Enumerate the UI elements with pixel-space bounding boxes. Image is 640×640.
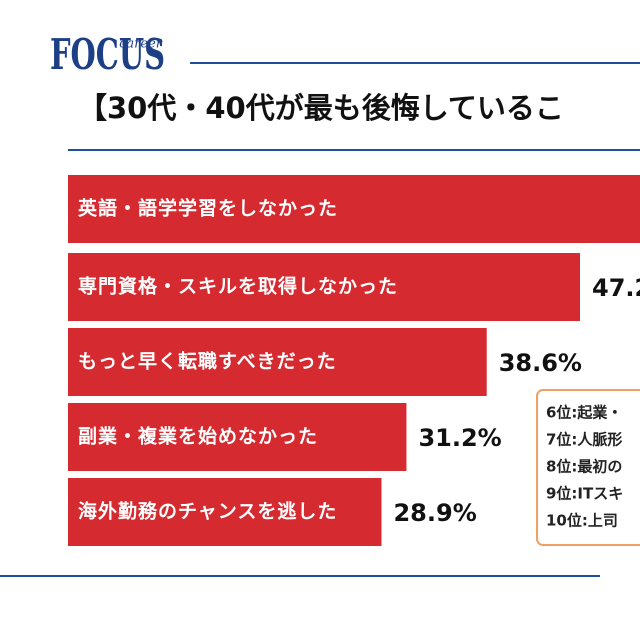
bar-label: もっと早く転職すべきだった <box>78 350 337 373</box>
bar <box>68 253 580 321</box>
bar-label: 英語・語学学習をしなかった <box>78 197 338 220</box>
value-label: 28.9% <box>393 499 476 527</box>
bar <box>68 175 640 243</box>
bar <box>68 403 407 471</box>
bar <box>68 478 382 546</box>
side-item: 10位:上司 <box>546 512 618 530</box>
bar-label: 副業・複業を始めなかった <box>78 425 318 448</box>
side-box <box>536 389 640 546</box>
bar <box>68 328 487 396</box>
side-item: 7位:人脈形 <box>546 431 622 449</box>
bar-label: 海外勤務のチャンスを逃した <box>78 500 337 523</box>
value-label: 47.2% <box>592 274 640 302</box>
logo: FOCUS <box>50 30 165 79</box>
side-item: 8位:最初の <box>546 458 622 476</box>
value-label: 38.6% <box>499 349 582 377</box>
bar-label: 専門資格・スキルを取得しなかった <box>78 275 398 298</box>
title: 【30代・40代が最も後悔しているこ <box>78 91 564 125</box>
value-label: 31.2% <box>418 424 501 452</box>
logo-sub: career <box>119 37 163 52</box>
side-item: 9位:ITスキ <box>546 485 623 503</box>
side-item: 6位:起業・ <box>546 404 622 422</box>
